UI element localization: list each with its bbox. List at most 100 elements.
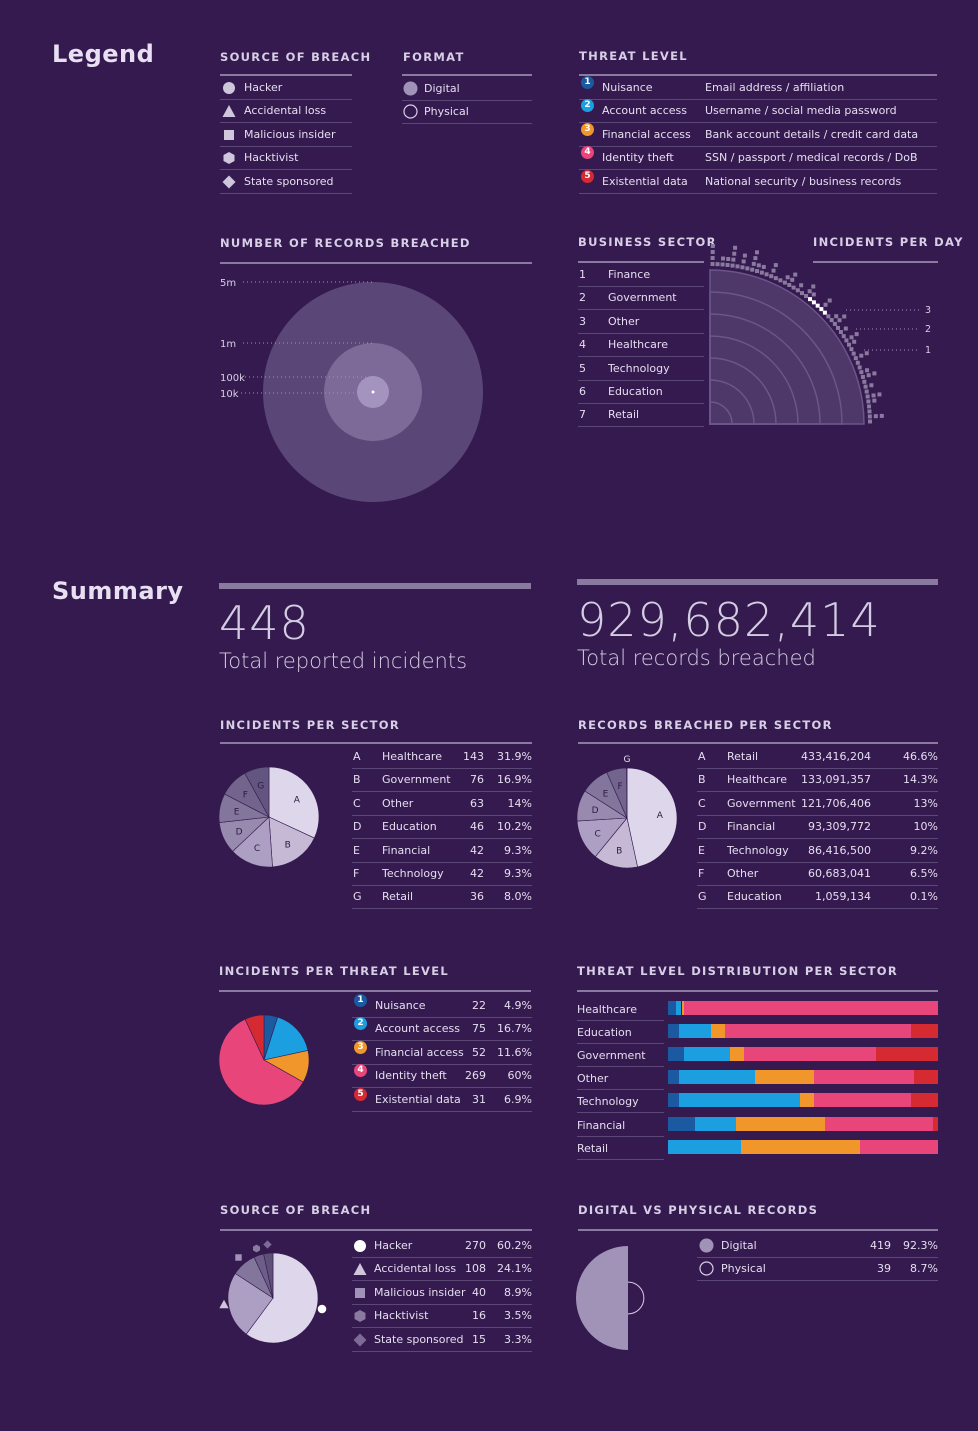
format-row: Physical 39 8.7% <box>697 1257 938 1282</box>
threat-name: Nuisance <box>375 999 426 1012</box>
hexagon-icon <box>223 152 235 165</box>
dist-bar-identity-theft <box>743 1047 876 1062</box>
format-percent: 92.3% <box>903 1239 938 1252</box>
incidents-threat-pie <box>218 1014 310 1106</box>
sector-name: Retail <box>727 750 759 763</box>
incidents-sector-row: F Technology 42 9.3% <box>352 862 532 886</box>
dist-bar-financial-access <box>740 1139 860 1154</box>
format-count: 419 <box>870 1239 891 1252</box>
threat-count: 75 <box>472 1022 486 1036</box>
sector-percent: 0.1% <box>910 890 938 904</box>
Existential data-slice <box>244 1014 265 1061</box>
legend-source-label: Hacker <box>244 81 283 94</box>
sector-name: Financial <box>382 843 431 857</box>
dist-bar-financial-access <box>800 1093 814 1108</box>
dist-bar-identity-theft <box>813 1093 911 1108</box>
source-row: State sponsored 15 3.3% <box>352 1328 532 1352</box>
sector-records: 60,683,041 <box>808 867 871 880</box>
incidents-sector-row: B Government 76 16.9% <box>352 768 532 793</box>
digital-physical-chart <box>576 1246 645 1350</box>
slice-label: D <box>592 806 599 816</box>
triangle-icon <box>222 105 236 118</box>
threat-4-icon: 4 <box>354 1064 367 1078</box>
legend-format-label: Physical <box>424 105 469 119</box>
sector-letter: D <box>353 820 362 834</box>
sector-count: 36 <box>470 890 484 904</box>
threat-2-icon: 2 <box>581 99 594 113</box>
legend-source-header: SOURCE OF BREACH <box>220 50 372 64</box>
source-percent: 24.1% <box>497 1262 532 1276</box>
legend-source-icon <box>222 127 236 150</box>
sector-arc-key: 3 2 1 <box>709 244 931 425</box>
source-row: Malicious insider 40 8.9% <box>352 1281 532 1305</box>
dist-bar-existential-data <box>914 1070 938 1085</box>
dist-bar-existential-data <box>932 1116 938 1131</box>
summary-title: Summary <box>52 577 184 605</box>
dist-bar-financial-access <box>735 1116 825 1131</box>
legend-sector-header: BUSINESS SECTOR <box>578 235 717 249</box>
sector-name: Healthcare <box>382 750 442 763</box>
sector-percent: 9.3% <box>504 867 532 880</box>
legend-sector-item: 5 Technology <box>578 357 704 381</box>
sector-letter: D <box>698 820 707 834</box>
sector-count: 46 <box>470 820 484 834</box>
threat-count: 269 <box>465 1069 486 1083</box>
legend-source-label: Malicious insider <box>244 127 336 141</box>
incidents-sector-header: INCIDENTS PER SECTOR <box>220 718 400 732</box>
legend-threat-desc: National security / business records <box>705 174 902 188</box>
sector-name: Other <box>727 867 759 880</box>
slice-label: E <box>603 789 609 799</box>
legend-threat-desc: SSN / passport / medical records / DoB <box>705 151 918 165</box>
sector-arcs <box>709 269 865 425</box>
source-count: 108 <box>465 1262 486 1276</box>
source-name: State sponsored <box>374 1332 464 1346</box>
threat-count: 31 <box>472 1092 486 1106</box>
square-icon <box>235 1254 242 1261</box>
triangle-icon <box>219 1299 229 1309</box>
source-breach-pie <box>219 1240 327 1344</box>
sector-records: 121,706,406 <box>801 796 871 810</box>
legend-source-icon <box>222 103 236 126</box>
sector-letter: F <box>698 867 705 880</box>
source-row-icon <box>353 1285 367 1308</box>
source-count: 15 <box>472 1332 486 1346</box>
sector-percent: 14.3% <box>903 773 938 787</box>
threat-3-icon: 3 <box>581 122 594 136</box>
threat-count: 52 <box>472 1045 486 1059</box>
legend-threat-header: THREAT LEVEL <box>579 49 688 63</box>
Identity theft-slice <box>218 1018 304 1106</box>
sector-count: 76 <box>470 773 484 787</box>
threat-name: Identity theft <box>375 1069 447 1083</box>
format-percent: 8.7% <box>910 1262 938 1276</box>
dist-bar-financial-access <box>681 1001 685 1015</box>
sector-letter: C <box>353 796 361 810</box>
threat-row: 4 Identity theft 269 60% <box>352 1064 532 1089</box>
total-records-label: Total records breached <box>577 646 816 670</box>
legend-sector-label: Government <box>608 291 677 305</box>
legend-format-label: Digital <box>424 82 460 95</box>
dist-row-label: Other <box>577 1068 664 1091</box>
circle-icon <box>354 1240 366 1252</box>
legend-sector-number: 4 <box>579 338 586 352</box>
legend-sector-item: 3 Other <box>578 310 704 334</box>
legend-source-label: Accidental loss <box>244 104 327 118</box>
legend-source-label: State sponsored <box>244 174 334 188</box>
sector-letter: B <box>353 773 361 787</box>
incidents-sector-row: D Education 46 10.2% <box>352 815 532 840</box>
sector-letter: C <box>698 796 706 810</box>
records-size-key: 5m 1m 100k 10k <box>220 278 483 502</box>
perday-label-1: 1 <box>925 345 931 356</box>
legend-sector-item: 2 Government <box>578 286 704 311</box>
Healthcare-slice <box>268 766 320 839</box>
sector-count: 42 <box>470 867 484 880</box>
dist-row-label: Financial <box>577 1115 664 1137</box>
digital-physical-header: DIGITAL VS PHYSICAL RECORDS <box>578 1203 819 1217</box>
records-sector-row: C Government 121,706,406 13% <box>697 792 938 816</box>
sector-letter: B <box>698 773 706 787</box>
source-row-icon <box>353 1308 367 1331</box>
records-label-1m: 1m <box>220 339 236 350</box>
sector-percent: 10% <box>913 820 938 834</box>
slice-label: C <box>594 830 600 840</box>
source-name: Hacktivist <box>374 1309 429 1323</box>
records-label-10k: 10k <box>220 389 239 400</box>
